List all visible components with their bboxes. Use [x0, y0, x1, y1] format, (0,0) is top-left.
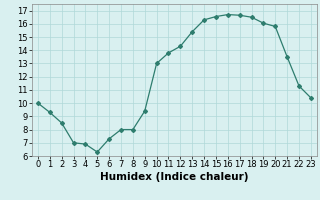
- X-axis label: Humidex (Indice chaleur): Humidex (Indice chaleur): [100, 172, 249, 182]
